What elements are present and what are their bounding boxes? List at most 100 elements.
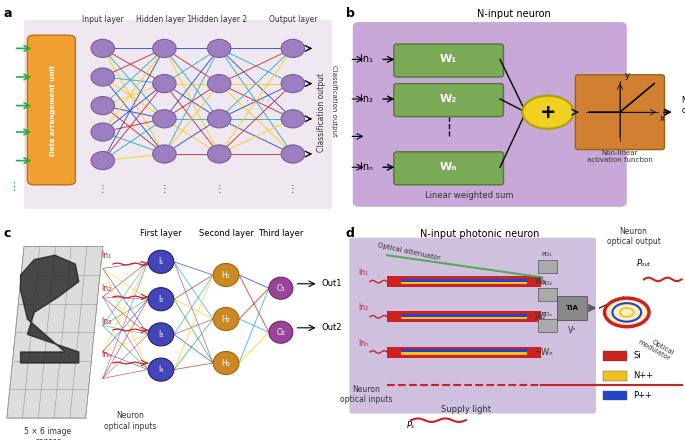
Text: ⋮: ⋮ <box>160 184 169 194</box>
Text: Neuron
optical inputs: Neuron optical inputs <box>340 385 393 404</box>
Text: Hidden layer 1: Hidden layer 1 <box>136 15 192 24</box>
Bar <box>538 260 556 273</box>
Ellipse shape <box>91 96 114 115</box>
Ellipse shape <box>148 323 174 346</box>
Text: Pₛ: Pₛ <box>407 422 415 430</box>
Text: Non-linear
activation function: Non-linear activation function <box>587 150 653 163</box>
Text: Out2: Out2 <box>322 323 342 332</box>
Text: N-input neuron: N-input neuron <box>477 9 551 19</box>
FancyBboxPatch shape <box>27 35 75 185</box>
Text: First layer: First layer <box>140 229 182 238</box>
Text: PD₂: PD₂ <box>542 281 553 286</box>
Text: Wₙ: Wₙ <box>440 162 458 172</box>
Text: O₁: O₁ <box>277 284 285 293</box>
Text: Second layer: Second layer <box>199 229 253 238</box>
Ellipse shape <box>91 68 114 86</box>
Text: In₁: In₁ <box>358 268 368 277</box>
Text: W₂: W₂ <box>440 94 458 104</box>
Polygon shape <box>7 246 103 418</box>
Ellipse shape <box>213 352 239 374</box>
Ellipse shape <box>269 277 292 299</box>
Polygon shape <box>401 314 527 317</box>
Ellipse shape <box>208 110 231 128</box>
Polygon shape <box>387 347 541 357</box>
Bar <box>603 370 627 381</box>
Text: Neuron
output: Neuron output <box>682 96 685 115</box>
Text: Optical
modulator: Optical modulator <box>637 333 675 362</box>
Text: Vᵇ: Vᵇ <box>568 326 576 334</box>
FancyBboxPatch shape <box>394 84 503 117</box>
Text: H₂: H₂ <box>222 315 230 323</box>
FancyBboxPatch shape <box>556 296 588 320</box>
Circle shape <box>604 298 649 326</box>
Text: Third layer: Third layer <box>258 229 303 238</box>
Text: y: y <box>624 71 630 80</box>
Text: Data arrangement unit: Data arrangement unit <box>50 64 56 156</box>
Ellipse shape <box>213 264 239 286</box>
Text: a: a <box>3 7 12 20</box>
Text: W₁: W₁ <box>534 277 546 286</box>
Polygon shape <box>401 352 527 355</box>
Text: N++: N++ <box>634 371 653 380</box>
Text: H₁: H₁ <box>222 271 230 279</box>
Text: Output layer: Output layer <box>269 15 317 24</box>
Polygon shape <box>401 349 527 352</box>
FancyBboxPatch shape <box>24 20 332 209</box>
FancyBboxPatch shape <box>394 152 503 185</box>
Text: b: b <box>346 7 355 20</box>
Text: O₂: O₂ <box>276 328 286 337</box>
Text: H₃: H₃ <box>222 359 230 367</box>
Ellipse shape <box>91 151 114 170</box>
Polygon shape <box>401 279 527 282</box>
Ellipse shape <box>148 358 174 381</box>
Ellipse shape <box>153 145 176 163</box>
Text: N-input photonic neuron: N-input photonic neuron <box>420 229 539 239</box>
FancyBboxPatch shape <box>575 75 664 150</box>
Text: +: + <box>540 103 556 122</box>
Polygon shape <box>387 311 541 322</box>
Text: ⋮: ⋮ <box>288 184 298 194</box>
Ellipse shape <box>153 110 176 128</box>
Ellipse shape <box>153 74 176 93</box>
Text: Inₙ: Inₙ <box>358 339 368 348</box>
Text: I₂: I₂ <box>158 295 164 304</box>
Circle shape <box>522 95 573 128</box>
Text: W₂: W₂ <box>534 312 546 321</box>
Text: P++: P++ <box>634 391 653 400</box>
Text: Inₙ: Inₙ <box>360 162 373 172</box>
Ellipse shape <box>269 321 292 343</box>
Text: Linear weighted sum: Linear weighted sum <box>425 191 514 200</box>
Ellipse shape <box>281 74 305 93</box>
Text: x: x <box>659 114 664 123</box>
Polygon shape <box>401 317 527 319</box>
Ellipse shape <box>148 250 174 273</box>
Ellipse shape <box>281 145 305 163</box>
Text: I₄: I₄ <box>158 365 164 374</box>
Text: Classification output: Classification output <box>331 65 337 137</box>
Ellipse shape <box>148 288 174 311</box>
Ellipse shape <box>281 39 305 58</box>
Text: Classification output: Classification output <box>317 73 327 152</box>
Text: Si: Si <box>634 352 641 360</box>
Ellipse shape <box>91 39 114 58</box>
Ellipse shape <box>208 74 231 93</box>
Polygon shape <box>401 282 527 284</box>
Bar <box>538 288 556 301</box>
Text: Optical attenuator: Optical attenuator <box>377 242 440 261</box>
Bar <box>538 319 556 332</box>
Text: Input layer: Input layer <box>82 15 123 24</box>
Text: In₃: In₃ <box>101 317 111 326</box>
FancyBboxPatch shape <box>353 22 627 207</box>
Text: Supply light: Supply light <box>440 405 491 414</box>
Bar <box>603 391 627 400</box>
Text: Neuron
optical inputs: Neuron optical inputs <box>104 411 156 431</box>
Text: ~Wₙ: ~Wₙ <box>534 348 553 356</box>
Text: d: d <box>346 227 355 240</box>
Text: In₂: In₂ <box>358 304 368 312</box>
Text: PD₁: PD₁ <box>542 253 553 257</box>
Text: In₁: In₁ <box>360 55 373 64</box>
Text: I₃: I₃ <box>158 330 164 339</box>
Text: PDₙ: PDₙ <box>542 312 553 317</box>
Text: In₁: In₁ <box>101 251 111 260</box>
Text: Inₙ: Inₙ <box>101 350 111 359</box>
